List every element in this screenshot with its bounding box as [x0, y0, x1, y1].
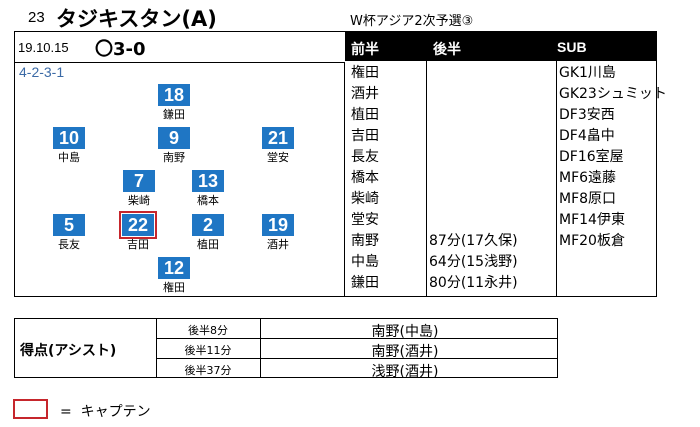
- list-item: 酒井: [351, 86, 379, 102]
- list-item: MF20板倉: [559, 233, 625, 249]
- player-card: 12 権田: [144, 257, 204, 294]
- player-name: 吉田: [127, 238, 149, 251]
- player-card-captain: 22 吉田: [108, 211, 168, 251]
- match-result: 〇3-0: [95, 39, 146, 60]
- list-item: 中島: [351, 254, 379, 270]
- list-item: 南野: [351, 233, 379, 249]
- formation-pitch: [14, 62, 345, 297]
- player-card: 21 堂安: [248, 127, 308, 164]
- player-number-badge: 2: [192, 214, 224, 236]
- list-item: GK1川島: [559, 65, 616, 81]
- captain-legend-swatch: [13, 399, 48, 419]
- player-number-badge: 12: [158, 257, 190, 279]
- first-half-list: 権田 酒井 植田 吉田 長友 橋本 柴崎 堂安 南野 中島 鎌田: [351, 63, 379, 294]
- list-item: [429, 126, 518, 147]
- player-card: 5 長友: [39, 214, 99, 251]
- list-item: 87分(17久保): [429, 233, 518, 249]
- header-second-half: 後半: [433, 42, 461, 58]
- player-name: 堂安: [267, 151, 289, 164]
- second-half-list: 87分(17久保) 64分(15浅野) 80分(11永井): [429, 63, 518, 294]
- list-item: [429, 105, 518, 126]
- player-card: 2 植田: [178, 214, 238, 251]
- list-item: 80分(11永井): [429, 275, 518, 291]
- list-item: 堂安: [351, 212, 379, 228]
- column-divider: [556, 61, 557, 297]
- list-item: MF8原口: [559, 191, 617, 207]
- player-name: 鎌田: [163, 108, 185, 121]
- player-number-badge: 9: [158, 127, 190, 149]
- list-item: 権田: [351, 65, 379, 81]
- list-item: [429, 210, 518, 231]
- list-item: [429, 168, 518, 189]
- player-number-badge: 13: [192, 170, 224, 192]
- header-sub: SUB: [557, 39, 587, 55]
- match-number: 23: [28, 9, 45, 26]
- list-item: 64分(15浅野): [429, 254, 518, 270]
- list-item: 吉田: [351, 128, 379, 144]
- goal-time: 後半8分: [188, 324, 228, 337]
- table-divider: [156, 338, 557, 339]
- player-number-badge: 5: [53, 214, 85, 236]
- player-card: 19 酒井: [248, 214, 308, 251]
- competition-label: W杯アジア2次予選③: [350, 14, 474, 29]
- subs-list: GK1川島 GK23シュミット DF3安西 DF4畠中 DF16室屋 MF6遠藤…: [559, 63, 667, 252]
- formation-label: 4-2-3-1: [19, 64, 65, 80]
- player-number-badge: 21: [262, 127, 294, 149]
- player-number-badge: 22: [119, 211, 157, 239]
- header-first-half: 前半: [351, 42, 379, 58]
- player-card: 18 鎌田: [144, 84, 204, 121]
- list-item: [429, 147, 518, 168]
- list-item: DF3安西: [559, 107, 615, 123]
- table-divider: [260, 318, 261, 378]
- player-name: 植田: [197, 238, 219, 251]
- list-item: DF16室屋: [559, 149, 624, 165]
- player-name: 権田: [163, 281, 185, 294]
- goal-time: 後半11分: [184, 344, 232, 357]
- player-number-badge: 18: [158, 84, 190, 106]
- goal-scorer: 南野(酒井): [371, 344, 439, 360]
- opponent-title: タジキスタン(A): [56, 7, 217, 31]
- table-header-bar: 前半 後半 SUB: [345, 32, 656, 61]
- list-item: MF6遠藤: [559, 170, 617, 186]
- player-card: 13 橋本: [178, 170, 238, 207]
- table-divider: [156, 358, 557, 359]
- captain-legend-text: = キャプテン: [60, 404, 151, 420]
- player-card: 9 南野: [144, 127, 204, 164]
- match-date: 19.10.15: [18, 40, 69, 55]
- player-name: 酒井: [267, 238, 289, 251]
- list-item: 鎌田: [351, 275, 379, 291]
- list-item: [429, 189, 518, 210]
- player-name: 南野: [163, 151, 185, 164]
- player-number-badge: 7: [123, 170, 155, 192]
- column-divider: [426, 61, 427, 297]
- list-item: [429, 63, 518, 84]
- list-item: MF14伊東: [559, 212, 625, 228]
- goal-scorer: 浅野(酒井): [371, 364, 439, 380]
- list-item: DF4畠中: [559, 128, 615, 144]
- list-item: 柴崎: [351, 191, 379, 207]
- player-name: 中島: [58, 151, 80, 164]
- player-name: 長友: [58, 238, 80, 251]
- table-divider: [156, 318, 157, 378]
- player-name: 橋本: [197, 194, 219, 207]
- list-item: 橋本: [351, 170, 379, 186]
- list-item: [429, 84, 518, 105]
- goal-time: 後半37分: [184, 364, 232, 377]
- player-number-badge: 19: [262, 214, 294, 236]
- player-name: 柴崎: [128, 194, 150, 207]
- goal-scorer: 南野(中島): [371, 324, 439, 340]
- list-item: GK23シュミット: [559, 86, 667, 102]
- player-number-badge: 10: [53, 127, 85, 149]
- player-card: 10 中島: [39, 127, 99, 164]
- goals-table: [14, 318, 558, 378]
- goals-label: 得点(アシスト): [20, 343, 117, 359]
- list-item: 長友: [351, 149, 379, 165]
- player-card: 7 柴崎: [109, 170, 169, 207]
- list-item: 植田: [351, 107, 379, 123]
